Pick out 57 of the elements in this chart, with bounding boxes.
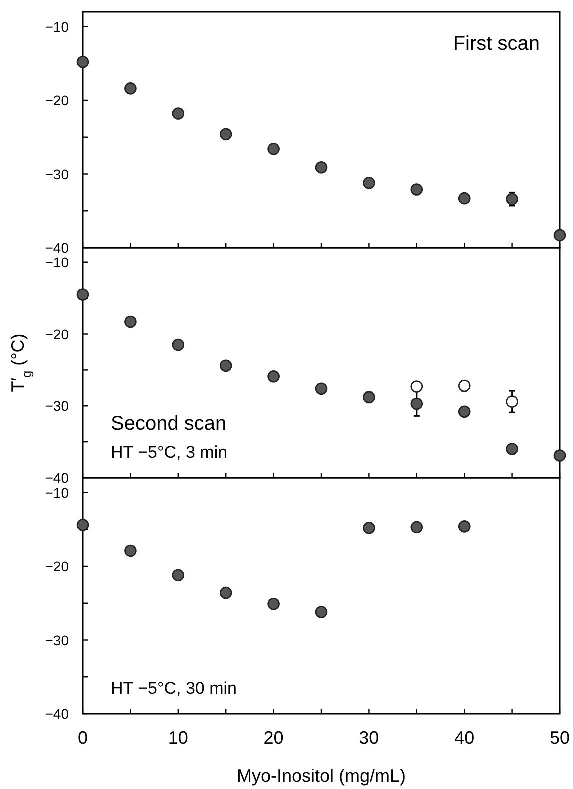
point (458, 192, 471, 205)
point (220, 586, 232, 600)
y-tick-label: −10 (45, 484, 70, 501)
point (124, 82, 137, 95)
point (506, 443, 518, 456)
y-tick-label: −10 (45, 254, 70, 270)
y-tick-label: −20 (45, 558, 70, 574)
point (172, 338, 185, 352)
y-tick-label: −40 (45, 240, 70, 256)
y-tick-label: −30 (45, 166, 70, 182)
x-tick-label: 0 (78, 728, 88, 748)
annotation: Second scan (111, 413, 227, 435)
point (124, 544, 137, 558)
point (172, 108, 185, 120)
y-tick-label: −40 (45, 470, 70, 486)
point (554, 450, 566, 462)
x-tick-label: 40 (454, 728, 475, 748)
point (76, 519, 90, 532)
point (458, 520, 471, 533)
point (315, 606, 328, 618)
point (315, 161, 328, 174)
point (363, 391, 376, 404)
point (410, 521, 424, 534)
point (220, 128, 232, 141)
annotation: First scan (453, 33, 540, 55)
point (506, 396, 518, 408)
point (268, 370, 280, 383)
point (458, 380, 471, 392)
point (315, 382, 328, 396)
point (363, 176, 376, 190)
point (76, 288, 90, 301)
point (220, 360, 232, 372)
point (124, 316, 137, 328)
y-tick-label: −30 (45, 632, 70, 648)
x-tick-label: 20 (264, 728, 284, 748)
point (554, 229, 566, 242)
point (363, 522, 376, 534)
y-tick-label: −20 (45, 326, 70, 342)
point (76, 56, 90, 68)
point (172, 569, 185, 582)
point (506, 193, 518, 206)
point (268, 143, 280, 156)
x-tick-label: 10 (168, 728, 188, 748)
y-tick-label: −10 (45, 18, 70, 35)
x-axis-title: Myo-Inositol (mg/mL) (236, 766, 406, 786)
annotation: HT −5°C, 3 min (111, 443, 228, 462)
x-tick-label: 50 (550, 728, 570, 748)
point (268, 598, 280, 610)
y-tick-label: −20 (45, 92, 70, 108)
y-tick-label: −40 (45, 706, 70, 722)
point (458, 406, 471, 418)
y-tick-label: −30 (45, 398, 70, 414)
x-tick-label: 30 (359, 728, 380, 748)
point (410, 398, 424, 410)
point (410, 380, 424, 393)
annotation: HT −5°C, 30 min (111, 679, 238, 698)
point (410, 184, 424, 196)
